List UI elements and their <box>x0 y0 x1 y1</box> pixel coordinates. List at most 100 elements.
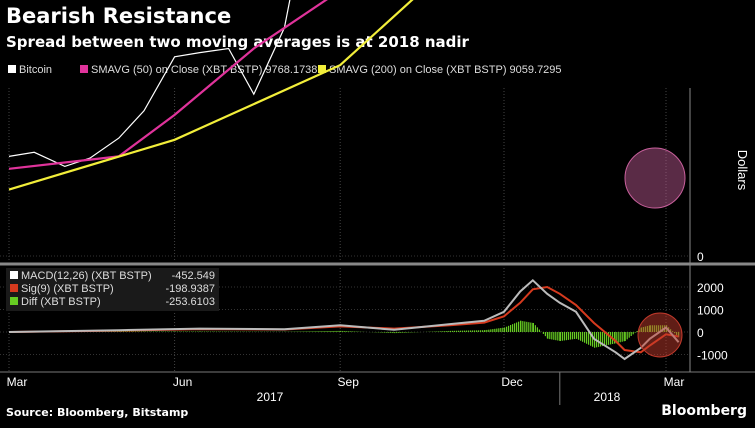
chart-subtitle: Spread between two moving averages is at… <box>6 33 469 51</box>
diff-bar <box>590 332 592 346</box>
diff-bar <box>406 332 408 333</box>
legend-bitcoin: Bitcoin <box>8 64 52 76</box>
diff-bar <box>394 332 396 334</box>
diff-bar <box>346 331 348 332</box>
diff-bar <box>484 330 486 332</box>
diff-bar <box>512 324 514 332</box>
y-axis-title: Dollars <box>735 150 750 191</box>
diff-bar <box>614 332 616 344</box>
diff-bar <box>492 329 494 332</box>
diff-bar <box>474 330 476 332</box>
diff-bar <box>352 331 354 332</box>
y-tick-label: 2000 <box>697 281 724 295</box>
diff-bar <box>332 331 334 332</box>
diff-bar <box>408 332 410 333</box>
diff-bar <box>308 331 310 332</box>
y-tick-label: 0 <box>697 250 704 264</box>
diff-bar <box>598 332 600 347</box>
diff-bar <box>442 331 444 332</box>
diff-bar <box>592 332 594 347</box>
legend-macd: MACD(12,26) (XBT BSTP) -452.549 <box>10 270 215 283</box>
diff-bar <box>624 332 626 341</box>
diff-bar <box>621 332 623 342</box>
diff-bar <box>615 332 617 344</box>
diff-bar <box>446 331 448 332</box>
diff-bar <box>619 332 621 343</box>
diff-bar <box>402 332 404 333</box>
diff-bar <box>567 332 569 340</box>
diff-bar <box>584 332 586 343</box>
diff-bar <box>536 327 538 332</box>
diff-bar <box>542 332 544 334</box>
diff-bar <box>530 322 532 332</box>
source-note: Source: Bloomberg, Bitstamp <box>6 406 189 419</box>
diff-bar <box>486 329 488 332</box>
diff-bar <box>404 332 406 333</box>
diff-bar <box>547 332 549 339</box>
diff-bar <box>557 332 559 341</box>
diff-bar <box>330 331 332 332</box>
legend-sma50: SMAVG (50) on Close (XBT BSTP) 9768.1738 <box>80 64 317 76</box>
diff-bar <box>502 327 504 332</box>
diff-bar <box>586 332 588 344</box>
legend-diff: Diff (XBT BSTP) -253.6103 <box>10 296 215 309</box>
diff-bar <box>440 331 442 332</box>
diff-bar <box>538 329 540 332</box>
y-tick-label: 0 <box>697 326 704 340</box>
diff-bar <box>496 328 498 332</box>
diff-bar <box>326 331 328 332</box>
diff-bar <box>470 330 472 332</box>
diff-bar <box>462 330 464 332</box>
diff-bar <box>508 325 510 332</box>
diff-bar <box>304 331 306 332</box>
diff-bar <box>480 330 482 332</box>
diff-bar <box>563 332 565 341</box>
x-tick-label: Dec <box>501 375 522 389</box>
diff-bar <box>460 330 462 332</box>
y-tick-label: -1000 <box>697 349 728 363</box>
diff-bar <box>340 330 342 332</box>
diff-bar <box>334 330 336 332</box>
series-bitcoin-line <box>8 0 291 168</box>
diff-bar <box>604 332 606 346</box>
diff-bar <box>608 332 610 345</box>
diff-bar <box>324 331 326 332</box>
diff-bar <box>468 330 470 332</box>
diff-bar <box>472 330 474 332</box>
year-label: 2018 <box>594 390 621 404</box>
diff-bar <box>634 332 636 333</box>
diff-bar <box>354 331 356 332</box>
diff-bar <box>350 331 352 332</box>
diff-bar <box>578 332 580 340</box>
macd-line <box>8 278 680 361</box>
diff-bar <box>636 331 638 332</box>
legend-sma200: SMAVG (200) on Close (XBT BSTP) 9059.729… <box>318 64 562 76</box>
diff-bar <box>553 332 555 340</box>
diff-bar <box>628 332 630 338</box>
diff-bar <box>338 330 340 332</box>
diff-bar <box>466 330 468 332</box>
diff-bar <box>306 331 308 332</box>
diff-bar <box>384 332 386 333</box>
diff-bar <box>316 331 318 332</box>
diff-bar <box>388 332 390 333</box>
diff-bar <box>626 332 628 340</box>
diff-bar <box>630 332 632 336</box>
diff-bar <box>602 332 604 347</box>
diff-bar <box>551 332 553 340</box>
diff-bar <box>565 332 567 341</box>
diff-bar <box>528 322 530 332</box>
diff-bar <box>438 331 440 332</box>
diff-bar <box>516 322 518 332</box>
diff-bar <box>571 332 573 340</box>
diff-bar <box>534 325 536 332</box>
diff-bar <box>482 330 484 332</box>
diff-bar <box>436 331 438 332</box>
series-sma50-line <box>8 0 328 170</box>
diff-bar <box>600 332 602 347</box>
y-tick-label: 1000 <box>697 304 724 318</box>
diff-bar <box>544 332 546 337</box>
x-tick-label: Mar <box>664 375 685 389</box>
x-tick-label: Sep <box>338 375 360 389</box>
